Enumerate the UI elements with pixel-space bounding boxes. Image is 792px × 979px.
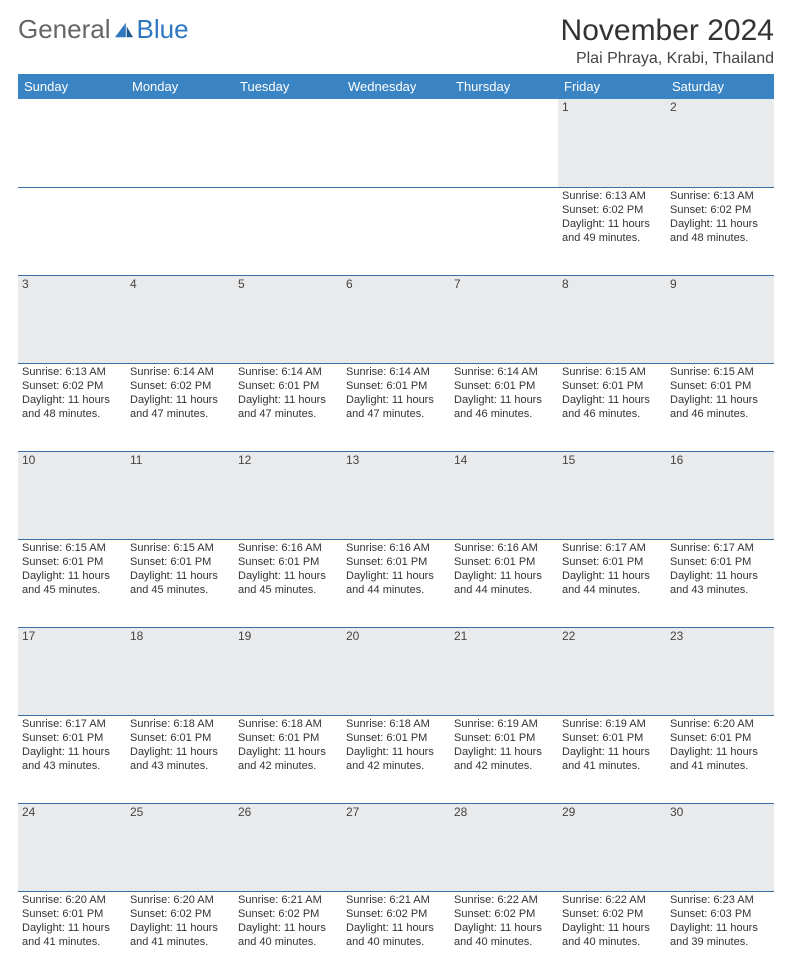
day-info-cell: Sunrise: 6:22 AMSunset: 6:02 PMDaylight:…	[450, 891, 558, 979]
day-number-cell: 3	[18, 275, 126, 363]
day-info-cell: Sunrise: 6:23 AMSunset: 6:03 PMDaylight:…	[666, 891, 774, 979]
title-block: November 2024 Plai Phraya, Krabi, Thaila…	[561, 14, 774, 68]
header: General Blue November 2024 Plai Phraya, …	[18, 14, 774, 68]
day-info-cell: Sunrise: 6:19 AMSunset: 6:01 PMDaylight:…	[450, 715, 558, 803]
day-info-cell: Sunrise: 6:14 AMSunset: 6:02 PMDaylight:…	[126, 363, 234, 451]
day-number-cell: 11	[126, 451, 234, 539]
weekday-header: Thursday	[450, 74, 558, 99]
weekday-header: Friday	[558, 74, 666, 99]
weekday-header: Saturday	[666, 74, 774, 99]
location-label: Plai Phraya, Krabi, Thailand	[561, 50, 774, 68]
day-info-cell: Sunrise: 6:18 AMSunset: 6:01 PMDaylight:…	[126, 715, 234, 803]
day-number-cell: 1	[558, 99, 666, 187]
brand-text-1: General	[18, 14, 111, 45]
weekday-header: Monday	[126, 74, 234, 99]
day-number-cell: 19	[234, 627, 342, 715]
day-number-cell: 7	[450, 275, 558, 363]
day-number-cell	[342, 99, 450, 187]
calendar-table: SundayMondayTuesdayWednesdayThursdayFrid…	[18, 74, 774, 979]
day-info-cell	[234, 187, 342, 275]
day-info-row: Sunrise: 6:15 AMSunset: 6:01 PMDaylight:…	[18, 539, 774, 627]
day-info-cell: Sunrise: 6:21 AMSunset: 6:02 PMDaylight:…	[342, 891, 450, 979]
day-number-row: 24252627282930	[18, 803, 774, 891]
day-number-cell: 14	[450, 451, 558, 539]
day-number-cell: 21	[450, 627, 558, 715]
weekday-header: Wednesday	[342, 74, 450, 99]
day-number-cell: 23	[666, 627, 774, 715]
day-number-cell: 30	[666, 803, 774, 891]
day-info-cell: Sunrise: 6:15 AMSunset: 6:01 PMDaylight:…	[666, 363, 774, 451]
month-title: November 2024	[561, 14, 774, 48]
day-info-cell: Sunrise: 6:13 AMSunset: 6:02 PMDaylight:…	[666, 187, 774, 275]
day-number-cell: 22	[558, 627, 666, 715]
day-info-row: Sunrise: 6:13 AMSunset: 6:02 PMDaylight:…	[18, 363, 774, 451]
day-number-cell: 6	[342, 275, 450, 363]
day-info-cell: Sunrise: 6:20 AMSunset: 6:02 PMDaylight:…	[126, 891, 234, 979]
day-info-cell: Sunrise: 6:18 AMSunset: 6:01 PMDaylight:…	[234, 715, 342, 803]
day-info-cell: Sunrise: 6:15 AMSunset: 6:01 PMDaylight:…	[126, 539, 234, 627]
day-number-cell: 9	[666, 275, 774, 363]
day-number-cell: 4	[126, 275, 234, 363]
day-number-cell	[234, 99, 342, 187]
day-number-cell: 5	[234, 275, 342, 363]
day-info-cell: Sunrise: 6:20 AMSunset: 6:01 PMDaylight:…	[18, 891, 126, 979]
day-number-row: 3456789	[18, 275, 774, 363]
day-number-cell: 2	[666, 99, 774, 187]
day-info-cell: Sunrise: 6:20 AMSunset: 6:01 PMDaylight:…	[666, 715, 774, 803]
day-number-cell: 18	[126, 627, 234, 715]
day-number-cell: 27	[342, 803, 450, 891]
day-info-cell: Sunrise: 6:16 AMSunset: 6:01 PMDaylight:…	[450, 539, 558, 627]
day-info-cell: Sunrise: 6:17 AMSunset: 6:01 PMDaylight:…	[666, 539, 774, 627]
day-number-cell: 28	[450, 803, 558, 891]
day-number-cell	[126, 99, 234, 187]
day-info-row: Sunrise: 6:17 AMSunset: 6:01 PMDaylight:…	[18, 715, 774, 803]
day-number-cell: 16	[666, 451, 774, 539]
day-number-cell	[450, 99, 558, 187]
day-number-cell: 26	[234, 803, 342, 891]
day-info-cell: Sunrise: 6:16 AMSunset: 6:01 PMDaylight:…	[342, 539, 450, 627]
brand-logo: General Blue	[18, 14, 189, 45]
weekday-header: Tuesday	[234, 74, 342, 99]
day-info-cell: Sunrise: 6:16 AMSunset: 6:01 PMDaylight:…	[234, 539, 342, 627]
day-number-cell: 24	[18, 803, 126, 891]
day-number-cell: 8	[558, 275, 666, 363]
day-number-cell: 15	[558, 451, 666, 539]
day-number-row: 10111213141516	[18, 451, 774, 539]
day-number-row: 12	[18, 99, 774, 187]
day-info-cell: Sunrise: 6:22 AMSunset: 6:02 PMDaylight:…	[558, 891, 666, 979]
day-info-cell: Sunrise: 6:14 AMSunset: 6:01 PMDaylight:…	[234, 363, 342, 451]
day-info-cell: Sunrise: 6:15 AMSunset: 6:01 PMDaylight:…	[558, 363, 666, 451]
day-number-cell: 12	[234, 451, 342, 539]
day-info-cell: Sunrise: 6:15 AMSunset: 6:01 PMDaylight:…	[18, 539, 126, 627]
day-info-row: Sunrise: 6:13 AMSunset: 6:02 PMDaylight:…	[18, 187, 774, 275]
day-number-cell	[18, 99, 126, 187]
day-number-cell: 17	[18, 627, 126, 715]
day-info-cell: Sunrise: 6:17 AMSunset: 6:01 PMDaylight:…	[18, 715, 126, 803]
brand-sail-icon	[113, 21, 135, 39]
day-info-cell: Sunrise: 6:18 AMSunset: 6:01 PMDaylight:…	[342, 715, 450, 803]
day-info-row: Sunrise: 6:20 AMSunset: 6:01 PMDaylight:…	[18, 891, 774, 979]
day-number-cell: 25	[126, 803, 234, 891]
brand-text-2: Blue	[137, 14, 189, 45]
day-info-cell	[18, 187, 126, 275]
day-info-cell: Sunrise: 6:17 AMSunset: 6:01 PMDaylight:…	[558, 539, 666, 627]
day-info-cell	[450, 187, 558, 275]
day-info-cell	[126, 187, 234, 275]
day-info-cell	[342, 187, 450, 275]
day-info-cell: Sunrise: 6:13 AMSunset: 6:02 PMDaylight:…	[18, 363, 126, 451]
day-info-cell: Sunrise: 6:19 AMSunset: 6:01 PMDaylight:…	[558, 715, 666, 803]
weekday-header: Sunday	[18, 74, 126, 99]
day-info-cell: Sunrise: 6:13 AMSunset: 6:02 PMDaylight:…	[558, 187, 666, 275]
day-number-cell: 20	[342, 627, 450, 715]
day-number-cell: 13	[342, 451, 450, 539]
day-info-cell: Sunrise: 6:14 AMSunset: 6:01 PMDaylight:…	[450, 363, 558, 451]
day-info-cell: Sunrise: 6:21 AMSunset: 6:02 PMDaylight:…	[234, 891, 342, 979]
day-number-cell: 10	[18, 451, 126, 539]
day-info-cell: Sunrise: 6:14 AMSunset: 6:01 PMDaylight:…	[342, 363, 450, 451]
day-number-row: 17181920212223	[18, 627, 774, 715]
weekday-header-row: SundayMondayTuesdayWednesdayThursdayFrid…	[18, 74, 774, 99]
day-number-cell: 29	[558, 803, 666, 891]
